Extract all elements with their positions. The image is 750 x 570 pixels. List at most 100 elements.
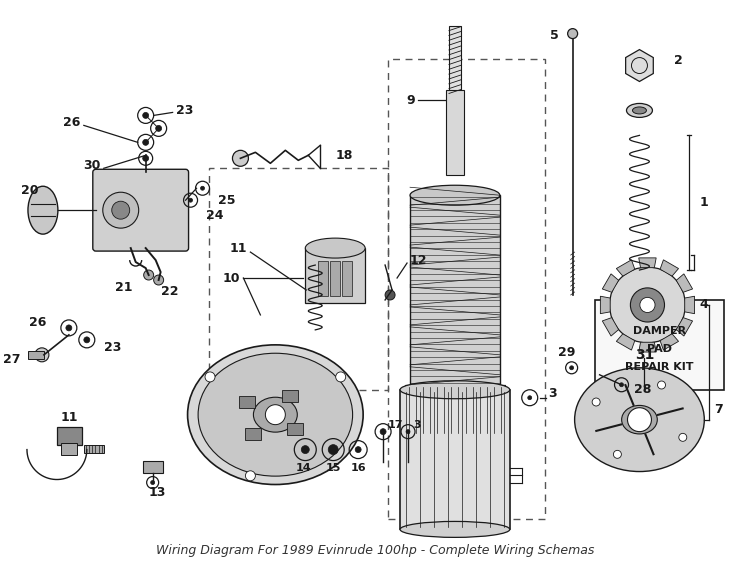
Bar — [142, 461, 163, 473]
Circle shape — [614, 450, 622, 458]
Circle shape — [35, 348, 49, 362]
Polygon shape — [660, 334, 679, 350]
Text: 3: 3 — [548, 387, 556, 400]
Ellipse shape — [305, 238, 365, 258]
Bar — [405, 385, 505, 435]
Ellipse shape — [254, 397, 297, 432]
Circle shape — [610, 267, 686, 343]
Circle shape — [528, 396, 532, 400]
Text: 21: 21 — [116, 282, 133, 295]
Circle shape — [112, 201, 130, 219]
Text: 13: 13 — [149, 486, 166, 499]
Polygon shape — [676, 317, 692, 336]
Circle shape — [406, 430, 410, 434]
Bar — [318, 261, 328, 296]
Text: 3: 3 — [413, 420, 421, 430]
Text: 29: 29 — [558, 347, 575, 359]
Bar — [449, 26, 461, 95]
Text: 25: 25 — [218, 194, 236, 207]
Polygon shape — [676, 274, 692, 292]
Circle shape — [156, 125, 162, 131]
Polygon shape — [616, 260, 634, 276]
Ellipse shape — [632, 107, 646, 114]
Circle shape — [266, 405, 285, 425]
Text: DAMPER: DAMPER — [633, 327, 686, 336]
Circle shape — [142, 139, 148, 145]
Bar — [61, 443, 76, 455]
Polygon shape — [600, 296, 610, 314]
Circle shape — [200, 186, 205, 190]
Circle shape — [640, 298, 655, 312]
Text: 27: 27 — [4, 353, 21, 367]
Bar — [287, 423, 303, 435]
Bar — [595, 300, 724, 390]
Text: 16: 16 — [350, 462, 366, 473]
Text: 20: 20 — [21, 184, 38, 197]
Text: 26: 26 — [28, 316, 46, 329]
Text: 12: 12 — [410, 254, 428, 267]
Circle shape — [628, 408, 652, 431]
Text: 4: 4 — [699, 299, 708, 311]
Circle shape — [631, 288, 664, 322]
Text: 18: 18 — [335, 149, 352, 162]
Polygon shape — [616, 334, 634, 350]
Text: Wiring Diagram For 1989 Evinrude 100hp - Complete Wiring Schemas: Wiring Diagram For 1989 Evinrude 100hp -… — [156, 544, 594, 557]
Polygon shape — [602, 317, 619, 336]
Ellipse shape — [28, 186, 58, 234]
Text: 1: 1 — [699, 196, 708, 209]
Circle shape — [658, 381, 665, 389]
Circle shape — [568, 28, 578, 39]
Ellipse shape — [626, 103, 652, 117]
Polygon shape — [660, 260, 679, 276]
Text: REPAIR KIT: REPAIR KIT — [626, 363, 694, 372]
Text: 24: 24 — [206, 209, 223, 222]
Circle shape — [302, 446, 309, 454]
Bar — [400, 390, 510, 530]
Bar — [342, 261, 352, 296]
Polygon shape — [626, 50, 653, 82]
Circle shape — [679, 433, 687, 441]
Text: 15: 15 — [326, 462, 341, 473]
Text: 31: 31 — [634, 348, 654, 362]
Ellipse shape — [400, 381, 510, 399]
Ellipse shape — [622, 405, 657, 434]
Bar — [446, 91, 464, 175]
Polygon shape — [602, 274, 619, 292]
Circle shape — [188, 198, 193, 202]
Bar — [282, 390, 298, 402]
Text: 17: 17 — [388, 420, 404, 430]
Bar — [388, 59, 544, 519]
Circle shape — [570, 366, 574, 370]
Text: 9: 9 — [406, 94, 415, 107]
Bar — [330, 261, 340, 296]
Text: 7: 7 — [714, 403, 723, 416]
Circle shape — [84, 337, 90, 343]
Text: 11: 11 — [230, 242, 248, 255]
Text: 22: 22 — [160, 286, 178, 299]
Circle shape — [103, 192, 139, 228]
Text: 26: 26 — [64, 116, 81, 129]
Circle shape — [356, 447, 362, 453]
FancyBboxPatch shape — [93, 169, 188, 251]
Text: 5: 5 — [550, 29, 559, 42]
Circle shape — [336, 372, 346, 382]
Circle shape — [620, 383, 623, 387]
Bar — [410, 195, 500, 385]
Ellipse shape — [198, 353, 352, 476]
Text: 11: 11 — [60, 411, 77, 424]
Text: 14: 14 — [296, 462, 311, 473]
Ellipse shape — [400, 522, 510, 538]
Polygon shape — [685, 296, 694, 314]
Circle shape — [232, 150, 248, 166]
Circle shape — [205, 372, 215, 382]
Bar — [239, 396, 256, 408]
Circle shape — [66, 325, 72, 331]
Circle shape — [328, 445, 338, 455]
Circle shape — [144, 270, 154, 280]
Text: 2: 2 — [674, 54, 683, 67]
Text: 28: 28 — [634, 383, 652, 396]
Text: PAD: PAD — [647, 344, 672, 355]
Bar — [305, 248, 365, 303]
Text: 10: 10 — [223, 271, 241, 284]
Text: 23: 23 — [104, 341, 122, 355]
